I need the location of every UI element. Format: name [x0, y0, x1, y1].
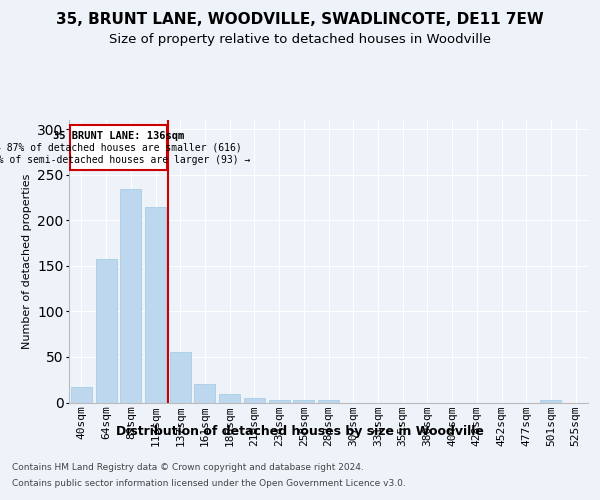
Bar — [145, 208, 166, 402]
Bar — [541, 400, 562, 402]
Bar — [95, 258, 116, 402]
Bar — [219, 394, 240, 402]
Bar — [71, 387, 92, 402]
Text: Distribution of detached houses by size in Woodville: Distribution of detached houses by size … — [116, 425, 484, 438]
Text: Contains HM Land Registry data © Crown copyright and database right 2024.: Contains HM Land Registry data © Crown c… — [12, 464, 364, 472]
Text: 35, BRUNT LANE, WOODVILLE, SWADLINCOTE, DE11 7EW: 35, BRUNT LANE, WOODVILLE, SWADLINCOTE, … — [56, 12, 544, 28]
Bar — [318, 400, 339, 402]
Text: 13% of semi-detached houses are larger (93) →: 13% of semi-detached houses are larger (… — [0, 154, 251, 164]
Bar — [269, 400, 290, 402]
FancyBboxPatch shape — [70, 124, 167, 170]
Y-axis label: Number of detached properties: Number of detached properties — [22, 174, 32, 349]
Text: 35 BRUNT LANE: 136sqm: 35 BRUNT LANE: 136sqm — [53, 131, 184, 141]
Bar — [170, 352, 191, 403]
Bar — [293, 400, 314, 402]
Text: Contains public sector information licensed under the Open Government Licence v3: Contains public sector information licen… — [12, 478, 406, 488]
Bar — [194, 384, 215, 402]
Text: ← 87% of detached houses are smaller (616): ← 87% of detached houses are smaller (61… — [0, 143, 242, 153]
Text: Size of property relative to detached houses in Woodville: Size of property relative to detached ho… — [109, 32, 491, 46]
Bar — [244, 398, 265, 402]
Bar — [120, 190, 141, 402]
